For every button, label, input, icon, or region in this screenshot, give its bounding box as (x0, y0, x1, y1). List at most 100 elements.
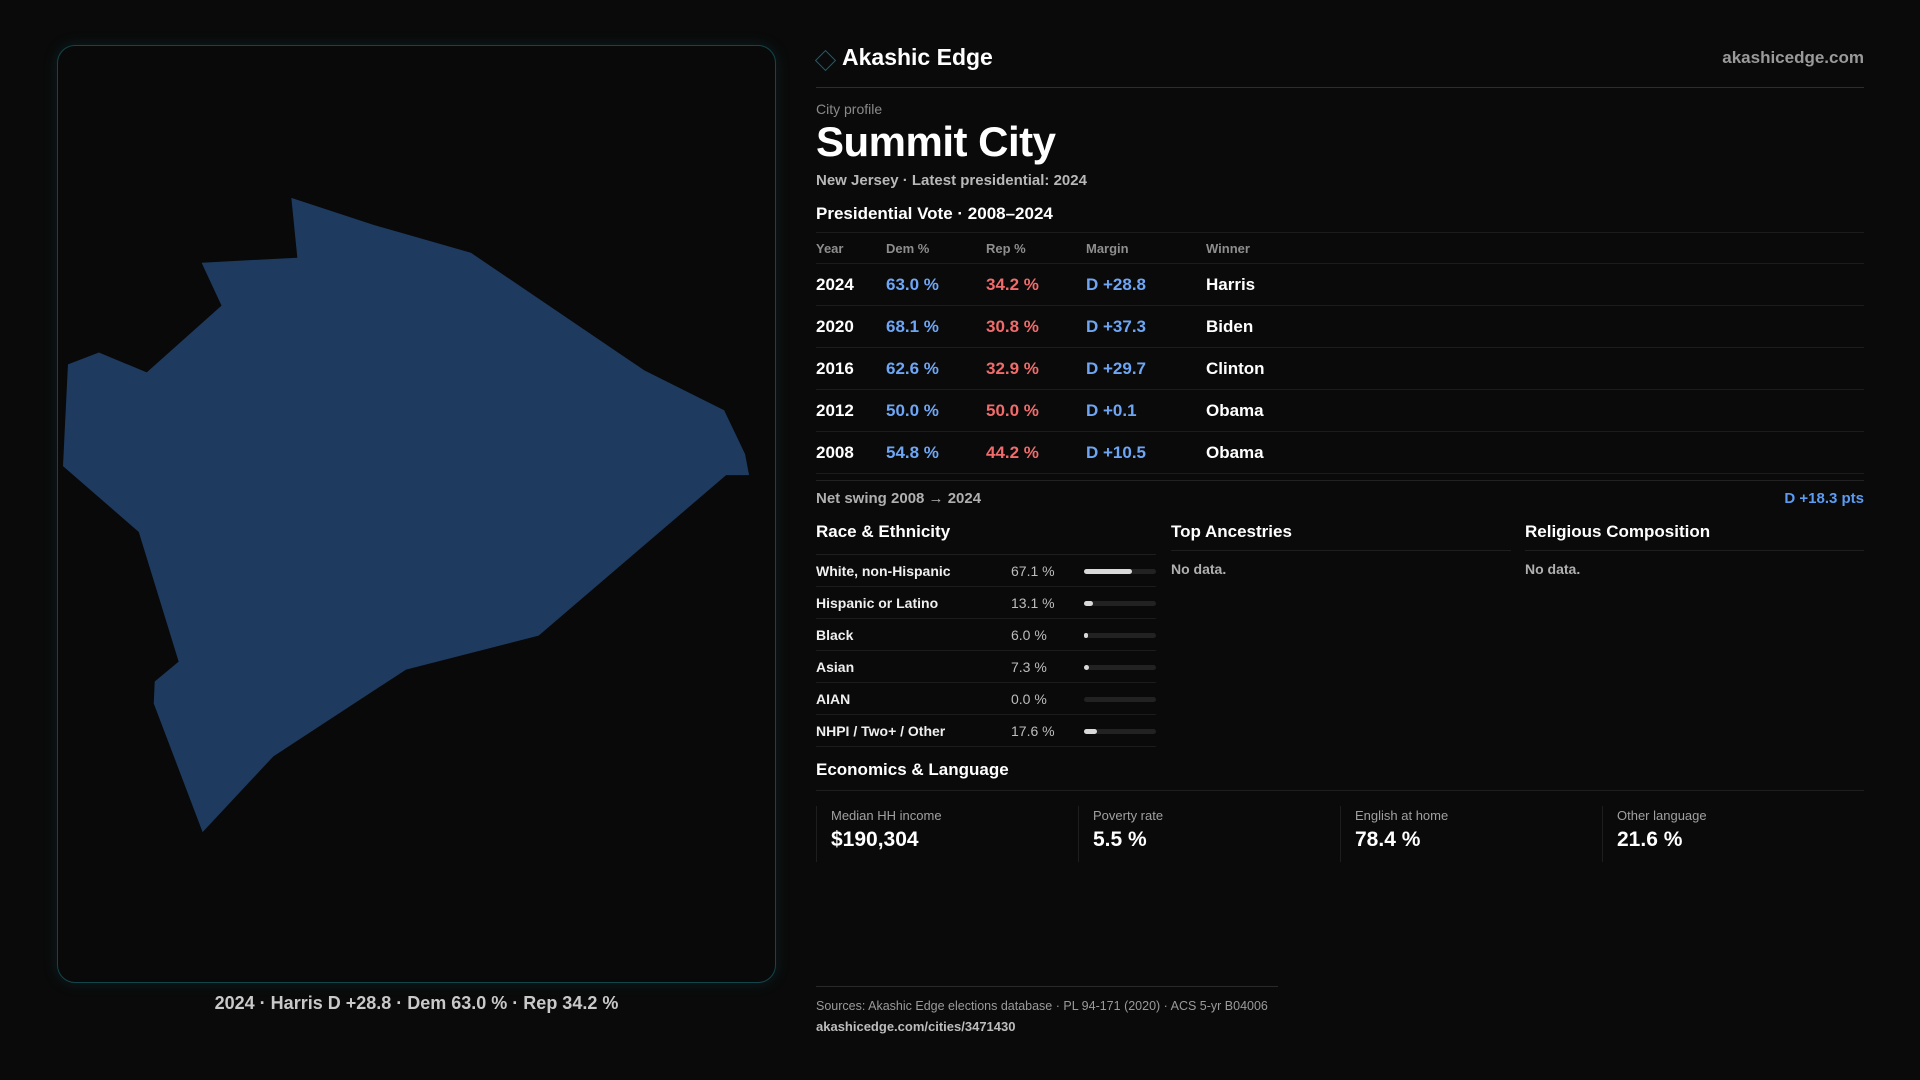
race-percent: 0.0 % (1011, 691, 1047, 707)
cell-year: 2008 (816, 431, 886, 474)
religion-empty-state: No data. (1525, 561, 1581, 577)
list-item: AIAN 0.0 % (816, 683, 1156, 715)
net-swing-value: D +18.3 pts (1784, 490, 1864, 507)
header: Akashic Edge akashicedge.com (814, 42, 1864, 88)
race-percent: 7.3 % (1011, 659, 1047, 675)
cell-margin: D +37.3 (1086, 305, 1206, 348)
table-row: 2024 63.0 % 34.2 % D +28.8 Harris (816, 263, 1864, 306)
list-item: Asian 7.3 % (816, 651, 1156, 683)
race-bar-track (1084, 633, 1156, 638)
cell-dem: 63.0 % (886, 263, 986, 306)
list-item: Hispanic or Latino 13.1 % (816, 587, 1156, 619)
cell-year: 2012 (816, 389, 886, 432)
cell-winner: Clinton (1206, 347, 1864, 390)
column-header-winner: Winner (1206, 232, 1864, 264)
divider (816, 790, 1864, 791)
race-percent: 67.1 % (1011, 563, 1055, 579)
cell-rep: 34.2 % (986, 263, 1086, 306)
city-map (57, 45, 776, 983)
table-row: 2008 54.8 % 44.2 % D +10.5 Obama (816, 431, 1864, 474)
cell-winner: Obama (1206, 389, 1864, 432)
cell-rep: 44.2 % (986, 431, 1086, 474)
cell-rep: 50.0 % (986, 389, 1086, 432)
race-label: AIAN (816, 691, 851, 707)
economics-section-title: Economics & Language (816, 760, 1009, 779)
stat-value: 21.6 % (1617, 828, 1683, 851)
list-item: NHPI / Two+ / Other 17.6 % (816, 715, 1156, 747)
cell-year: 2016 (816, 347, 886, 390)
table-row: 2016 62.6 % 32.9 % D +29.7 Clinton (816, 347, 1864, 390)
race-label: Asian (816, 659, 855, 675)
city-boundary-map (62, 197, 750, 833)
site-link[interactable]: akashicedge.com (1722, 48, 1864, 67)
column-header-rep: Rep % (986, 232, 1086, 264)
table-header-row: Year Dem % Rep % Margin Winner (816, 232, 1864, 264)
net-swing-row: Net swing 2008 → 2024 D +18.3 pts (816, 480, 1864, 518)
cell-year: 2020 (816, 305, 886, 348)
table-row: 2012 50.0 % 50.0 % D +0.1 Obama (816, 389, 1864, 432)
economics-stats: Median HH income $190,304 Poverty rate 5… (816, 806, 1864, 862)
presidential-vote-table: Year Dem % Rep % Margin Winner 2024 63.0… (816, 232, 1864, 474)
race-label: Hispanic or Latino (816, 595, 939, 611)
cell-margin: D +10.5 (1086, 431, 1206, 474)
cell-margin: D +28.8 (1086, 263, 1206, 306)
cell-dem: 62.6 % (886, 347, 986, 390)
column-header-dem: Dem % (886, 232, 986, 264)
race-percent: 6.0 % (1011, 627, 1047, 643)
race-bar-fill (1084, 729, 1097, 734)
stat-label: Poverty rate (1093, 808, 1164, 823)
column-header-year: Year (816, 232, 886, 264)
cell-dem: 50.0 % (886, 389, 986, 432)
stat-label: English at home (1355, 808, 1449, 823)
cell-year: 2024 (816, 263, 886, 306)
cell-rep: 32.9 % (986, 347, 1086, 390)
race-section-title: Race & Ethnicity (816, 522, 951, 541)
stat-value: $190,304 (831, 828, 919, 851)
map-caption: 2024 · Harris D +28.8 · Dem 63.0 % · Rep… (214, 993, 619, 1013)
race-bar-fill (1084, 633, 1089, 638)
stat-other-language: Other language 21.6 % (1602, 806, 1864, 862)
table-row: 2020 68.1 % 30.8 % D +37.3 Biden (816, 305, 1864, 348)
race-label: White, non-Hispanic (816, 563, 951, 579)
list-item: Black 6.0 % (816, 619, 1156, 651)
page-title: Summit City (816, 118, 1056, 165)
list-item: White, non-Hispanic 67.1 % (816, 555, 1156, 587)
stat-label: Median HH income (831, 808, 942, 823)
ancestry-empty-state: No data. (1171, 561, 1227, 577)
cell-winner: Biden (1206, 305, 1864, 348)
race-list: White, non-Hispanic 67.1 % Hispanic or L… (816, 554, 1156, 747)
race-bar-track (1084, 601, 1156, 606)
cell-winner: Harris (1206, 263, 1864, 306)
diamond-outline-icon (814, 49, 837, 72)
race-bar-track (1084, 665, 1156, 670)
religion-body: No data. (1525, 550, 1864, 577)
footer-url-link[interactable]: akashicedge.com/cities/3471430 (816, 1019, 1016, 1034)
cell-dem: 54.8 % (886, 431, 986, 474)
stat-label: Other language (1617, 808, 1707, 823)
sources-text: Sources: Akashic Edge elections database… (816, 999, 1268, 1013)
cell-margin: D +29.7 (1086, 347, 1206, 390)
cell-winner: Obama (1206, 431, 1864, 474)
stat-value: 5.5 % (1093, 828, 1147, 851)
cell-margin: D +0.1 (1086, 389, 1206, 432)
stat-poverty-rate: Poverty rate 5.5 % (1078, 806, 1340, 862)
stat-median-income: Median HH income $190,304 (816, 806, 1078, 862)
race-bar-track (1084, 697, 1156, 702)
city-subtitle: New Jersey · Latest presidential: 2024 (816, 172, 1087, 189)
race-label: Black (816, 627, 854, 643)
race-bar-fill (1084, 665, 1090, 670)
race-bar-fill (1084, 601, 1094, 606)
race-bar-track (1084, 729, 1156, 734)
stat-english-at-home: English at home 78.4 % (1340, 806, 1602, 862)
ancestry-section-title: Top Ancestries (1171, 522, 1292, 541)
race-percent: 13.1 % (1011, 595, 1055, 611)
brand-name[interactable]: Akashic Edge (842, 44, 993, 70)
race-percent: 17.6 % (1011, 723, 1055, 739)
footer: Sources: Akashic Edge elections database… (816, 986, 1278, 1034)
column-header-margin: Margin (1086, 232, 1206, 264)
religion-section-title: Religious Composition (1525, 522, 1711, 541)
profile-eyebrow: City profile (816, 101, 883, 117)
ancestry-body: No data. (1171, 550, 1511, 577)
race-label: NHPI / Two+ / Other (816, 723, 946, 739)
net-swing-label: Net swing 2008 → 2024 (816, 490, 982, 507)
